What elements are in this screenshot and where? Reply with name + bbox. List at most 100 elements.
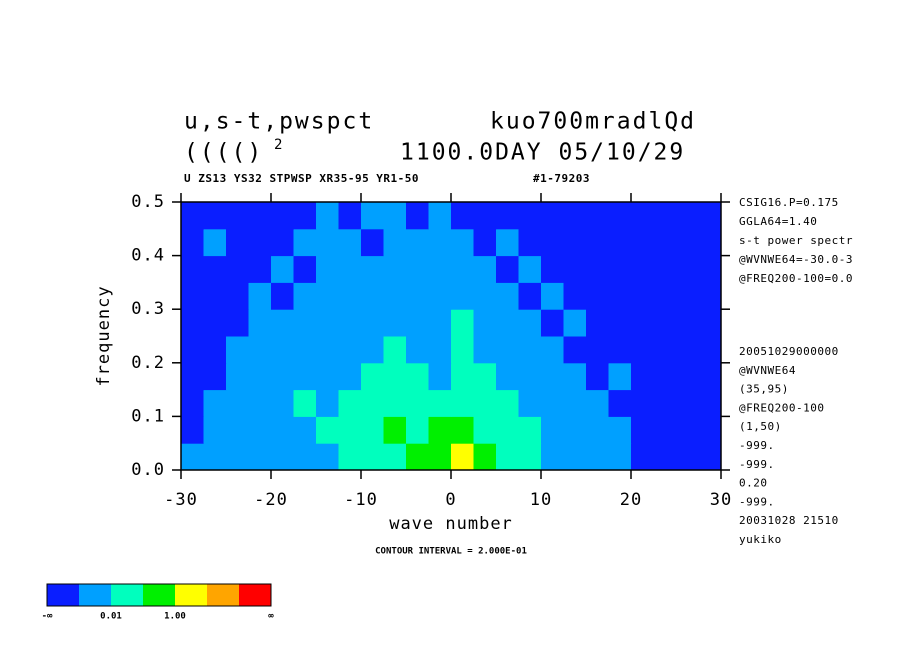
cell: [676, 362, 699, 391]
cell: [361, 443, 384, 471]
cell: [698, 416, 722, 444]
cell: [698, 282, 722, 310]
cell: [383, 202, 407, 230]
cell: [361, 228, 384, 257]
cell: [586, 416, 609, 444]
cell: [563, 336, 587, 364]
cell: [698, 202, 722, 230]
cell: [698, 228, 722, 257]
note: -999.: [739, 458, 775, 471]
cell: [518, 228, 542, 257]
cell: [316, 255, 339, 283]
cell: [271, 202, 294, 230]
cell: [293, 202, 317, 230]
cell: [653, 228, 677, 257]
cell: [586, 389, 609, 417]
cell: [608, 309, 632, 337]
cell: [563, 309, 587, 337]
cell: [383, 255, 407, 283]
cell: [203, 282, 227, 310]
y-tick-label: 0.2: [131, 353, 165, 373]
cell: [316, 362, 339, 391]
cell: [563, 282, 587, 310]
cell: [451, 202, 474, 230]
cell: [698, 309, 722, 337]
cell: [451, 416, 474, 444]
cell: [631, 228, 654, 257]
cell: [248, 309, 272, 337]
cell: [563, 228, 587, 257]
cell: [226, 282, 249, 310]
cell: [383, 336, 407, 364]
cell: [338, 362, 362, 391]
note: (35,95): [739, 383, 789, 396]
cell: [586, 282, 609, 310]
cell: [631, 362, 654, 391]
cell: [293, 362, 317, 391]
note: CSIG16.P=0.175: [739, 196, 839, 209]
cell: [586, 202, 609, 230]
cell: [653, 282, 677, 310]
cell: [631, 416, 654, 444]
colorbar-box: [111, 584, 143, 606]
cell: [316, 443, 339, 471]
cell: [203, 389, 227, 417]
cell: [181, 443, 204, 471]
cell: [361, 282, 384, 310]
cell: [181, 228, 204, 257]
cell: [248, 202, 272, 230]
cell: [518, 416, 542, 444]
cell: [653, 389, 677, 417]
cell: [631, 309, 654, 337]
cell: [361, 202, 384, 230]
cell: [181, 389, 204, 417]
cell: [653, 336, 677, 364]
cell: [496, 362, 519, 391]
cell: [203, 336, 227, 364]
cell: [676, 336, 699, 364]
cell: [541, 416, 564, 444]
cell: [383, 228, 407, 257]
colorbar-label: 1.00: [164, 612, 186, 622]
cell: [406, 443, 429, 471]
cell: [383, 389, 407, 417]
cell: [248, 336, 272, 364]
cell: [361, 416, 384, 444]
footer: CONTOUR INTERVAL = 2.000E-01: [375, 547, 527, 557]
cell: [248, 443, 272, 471]
cell: [518, 336, 542, 364]
cell: [608, 228, 632, 257]
cell: [428, 443, 452, 471]
cell: [653, 202, 677, 230]
cell: [383, 362, 407, 391]
cell: [226, 416, 249, 444]
cell: [361, 309, 384, 337]
cell: [608, 443, 632, 471]
note: @FREQ200-100: [739, 401, 824, 414]
cell: [563, 362, 587, 391]
cell: [316, 416, 339, 444]
cell: [248, 255, 272, 283]
cell: [271, 255, 294, 283]
cell: [361, 336, 384, 364]
cell: [676, 202, 699, 230]
cell: [248, 389, 272, 417]
cell: [496, 228, 519, 257]
cell: [676, 443, 699, 471]
colorbar-box: [239, 584, 271, 606]
cell: [541, 362, 564, 391]
cell: [203, 202, 227, 230]
cell: [631, 255, 654, 283]
title-left2: ((((): [184, 140, 263, 166]
cell: [248, 228, 272, 257]
y-tick-label: 0.4: [131, 246, 165, 266]
cell: [563, 389, 587, 417]
cell: [338, 309, 362, 337]
cell: [496, 416, 519, 444]
cell: [676, 228, 699, 257]
y-tick-label: 0.1: [131, 406, 165, 426]
cell: [361, 389, 384, 417]
cell: [406, 255, 429, 283]
note: (1,50): [739, 420, 782, 433]
cell: [338, 282, 362, 310]
